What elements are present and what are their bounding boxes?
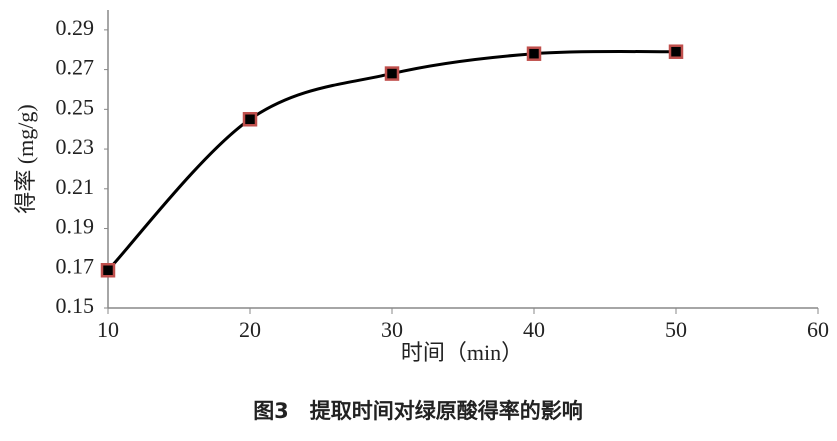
caption: 图3 提取时间对绿原酸得率的影响: [253, 399, 583, 423]
y-tick-label: 0.25: [56, 94, 95, 119]
y-tick-label: 0.23: [56, 134, 95, 159]
y-tick-label: 0.15: [56, 293, 95, 318]
x-tick-label: 20: [239, 317, 261, 342]
marker: [668, 44, 684, 59]
y-axis-title: 得率 (mg/g): [13, 104, 38, 213]
y-tick-label: 0.19: [56, 214, 95, 239]
y-tick-label: 0.27: [56, 55, 95, 80]
y-tick-label: 0.17: [56, 253, 95, 278]
x-axis-title: 时间（min）: [401, 340, 523, 365]
marker: [526, 46, 542, 61]
x-tick-label: 50: [665, 317, 687, 342]
marker: [100, 263, 116, 278]
x-tick-label: 10: [97, 317, 119, 342]
x-tick-label: 30: [381, 317, 403, 342]
marker: [242, 112, 258, 127]
x-tick-label: 60: [807, 317, 829, 342]
line: [106, 49, 677, 272]
x-tick-label: 40: [523, 317, 545, 342]
marker: [384, 66, 400, 81]
y-tick-label: 0.29: [56, 15, 95, 40]
y-tick-label: 0.21: [56, 174, 95, 199]
